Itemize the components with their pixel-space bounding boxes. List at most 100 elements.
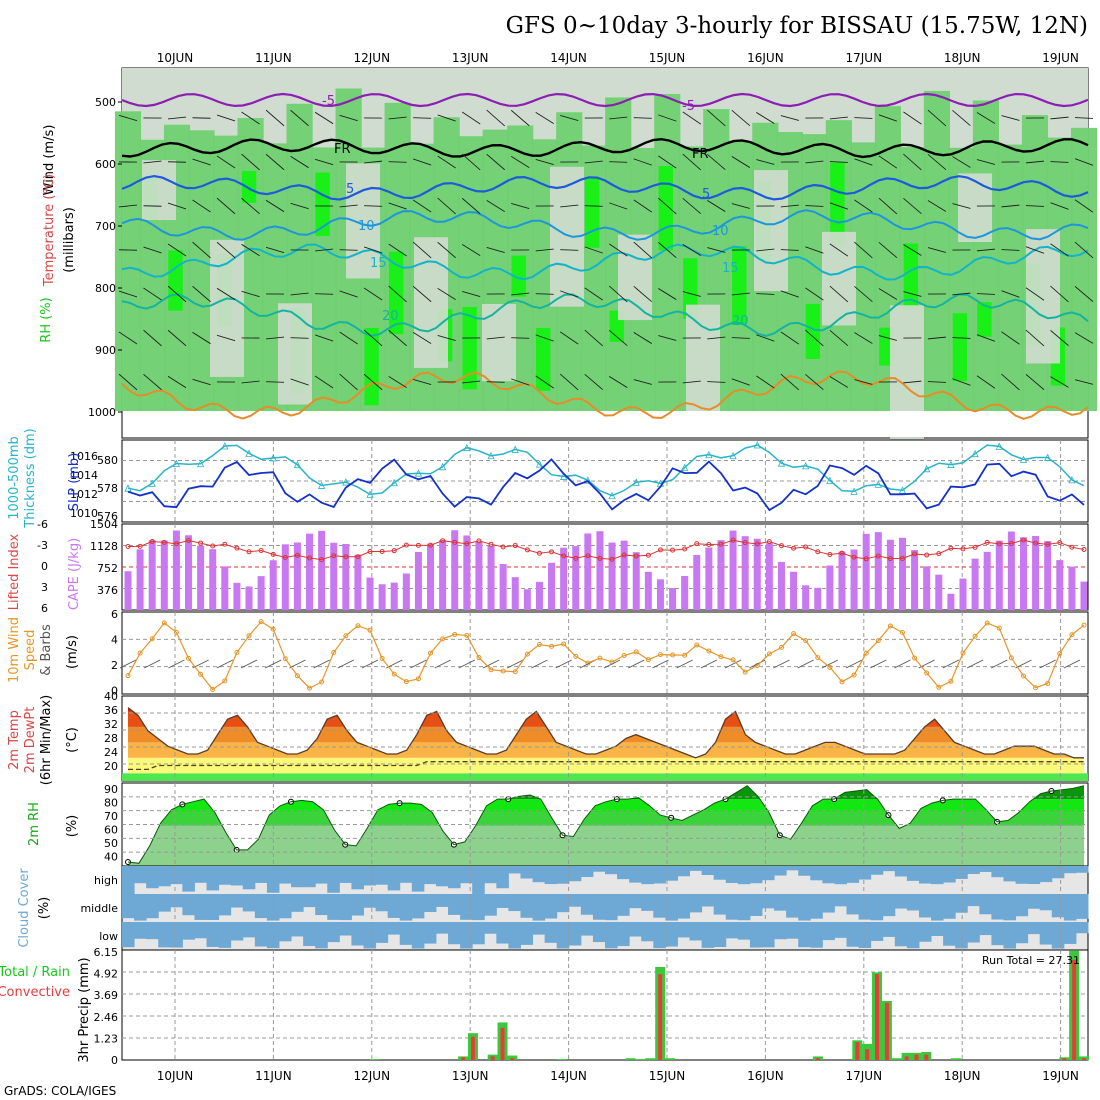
rh-dry-patch bbox=[278, 303, 312, 405]
cloud-fraction-bar bbox=[1003, 866, 1017, 882]
rh-dry-patch bbox=[618, 234, 652, 321]
cape-bar bbox=[608, 542, 616, 610]
wind-barb bbox=[486, 109, 505, 127]
cloud-fraction-bar bbox=[761, 866, 775, 881]
wind-barb bbox=[412, 241, 432, 259]
wind-barb bbox=[339, 204, 358, 208]
wind-barb bbox=[143, 246, 162, 254]
wind-barb bbox=[927, 247, 947, 253]
rh-tick: 90 bbox=[104, 783, 118, 796]
wind-barb bbox=[118, 204, 138, 208]
wind-barb bbox=[903, 291, 922, 297]
wind-speed-marker bbox=[391, 671, 397, 677]
wind-barb bbox=[707, 109, 726, 127]
cloud-fraction-bar bbox=[134, 894, 147, 921]
wind-barb bbox=[608, 285, 628, 303]
wind-barb bbox=[412, 331, 432, 345]
wind-barb bbox=[903, 153, 922, 171]
cloud-fraction-bar bbox=[122, 922, 135, 948]
cape-bar bbox=[765, 543, 773, 610]
wind-barb bbox=[731, 292, 750, 296]
temp-tick: 40 bbox=[104, 690, 118, 703]
cloud-fraction-bar bbox=[737, 894, 751, 921]
cape-bar bbox=[669, 588, 677, 610]
wind-speed-marker bbox=[149, 636, 155, 642]
wind-barb bbox=[290, 109, 309, 127]
contour-label: 15 bbox=[370, 256, 387, 271]
wind-barb bbox=[1074, 286, 1094, 302]
cape-bar bbox=[874, 532, 882, 610]
cloud-fraction-bar bbox=[701, 894, 715, 907]
wind-barb bbox=[952, 337, 971, 339]
cloud-fraction-bar bbox=[846, 894, 860, 915]
surface-wind-barb bbox=[1015, 659, 1032, 669]
wind-barb bbox=[339, 373, 358, 391]
rh-high-patch bbox=[683, 258, 698, 319]
wind-barb bbox=[609, 161, 628, 163]
pressure-tick: 500 bbox=[95, 96, 116, 109]
rh-dry-patch bbox=[210, 239, 244, 377]
cape-bar bbox=[427, 543, 435, 610]
cloud-fraction-bar bbox=[786, 866, 799, 871]
chart-title: GFS 0~10day 3-hourly for BISSAU (15.75W,… bbox=[506, 13, 1088, 39]
cloud-fraction-bar bbox=[774, 866, 787, 876]
cloud-fraction-bar bbox=[230, 894, 244, 908]
cloud-fraction-bar bbox=[798, 894, 811, 921]
wind-barb bbox=[1001, 115, 1020, 121]
wind-barb bbox=[927, 381, 946, 383]
wind-barb bbox=[560, 249, 579, 251]
cape-bar bbox=[1019, 537, 1027, 610]
cloud-fraction-bar bbox=[1027, 866, 1041, 885]
thickness-marker bbox=[293, 460, 302, 469]
wind-barb bbox=[1074, 117, 1094, 119]
thickness-tick: 576 bbox=[97, 510, 118, 523]
wind-barb bbox=[265, 199, 285, 213]
surface-wind-barb bbox=[1063, 659, 1081, 669]
cloud-fraction-bar bbox=[496, 922, 509, 944]
wind-barb bbox=[756, 293, 775, 295]
precip-total-bar bbox=[950, 1058, 961, 1060]
wind-barb bbox=[314, 111, 334, 125]
wind-barb bbox=[952, 378, 971, 386]
cloud-fraction-bar bbox=[979, 866, 992, 872]
cape-bar bbox=[1068, 566, 1076, 610]
cape-bar bbox=[971, 558, 979, 610]
rh-line bbox=[127, 785, 1085, 864]
cloud-fraction-bar bbox=[1051, 866, 1065, 879]
wind-barb bbox=[756, 112, 775, 124]
wind-barb bbox=[143, 329, 162, 347]
surface-wind-barb bbox=[458, 659, 476, 669]
cloud-fraction-bar bbox=[725, 866, 739, 883]
wind-speed-marker bbox=[331, 649, 337, 655]
wind-barb bbox=[682, 244, 702, 256]
wind-barb bbox=[756, 248, 775, 252]
cloud-level-label: low bbox=[99, 930, 118, 943]
cloud-fraction-bar bbox=[605, 922, 618, 949]
wind-barb bbox=[437, 197, 456, 215]
cloud-fraction-bar bbox=[556, 922, 570, 949]
wind-barb bbox=[437, 287, 456, 301]
cape-bar bbox=[898, 537, 906, 610]
wind-barb bbox=[657, 197, 677, 215]
wind-barb bbox=[829, 243, 849, 257]
cloud-fraction-bar bbox=[918, 866, 932, 884]
wind-barb bbox=[1074, 332, 1094, 344]
wind-barb bbox=[559, 331, 579, 345]
cloud-fraction-bar bbox=[266, 866, 280, 893]
cloud-fraction-bar bbox=[194, 894, 208, 920]
thickness-marker bbox=[826, 476, 834, 484]
wind-barb bbox=[339, 249, 358, 251]
surface-wind-barb bbox=[773, 659, 790, 669]
cloud-fraction-bar bbox=[1075, 866, 1089, 873]
cape-tick: 1128 bbox=[90, 540, 118, 553]
surface-wind-barb bbox=[216, 659, 234, 669]
cloud-fraction-bar bbox=[158, 866, 171, 887]
wind-barb bbox=[584, 329, 604, 347]
pressure-tick: 900 bbox=[95, 344, 116, 357]
cloud-fraction-bar bbox=[725, 922, 739, 939]
wind-barb bbox=[388, 202, 407, 210]
contour-label: FR bbox=[692, 147, 709, 162]
rh-high-patch bbox=[168, 250, 183, 311]
rh-high-patch bbox=[952, 313, 968, 382]
cloud-fraction-bar bbox=[774, 894, 787, 911]
